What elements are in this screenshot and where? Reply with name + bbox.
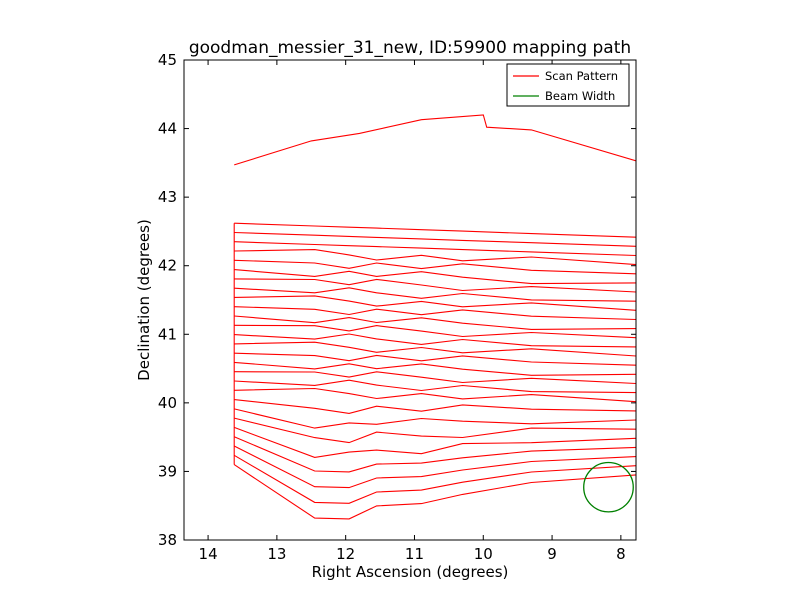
scan-line [233, 464, 636, 520]
y-tick-label: 43 [158, 188, 177, 206]
y-axis-ticks: 38 39 40 41 42 43 44 45 [158, 51, 636, 549]
x-tick-label: 9 [547, 545, 557, 563]
beam-width-circle [583, 461, 634, 513]
x-axis-label: Right Ascension (degrees) [312, 563, 509, 581]
x-tick-label: 14 [199, 545, 218, 563]
scan-line [234, 352, 636, 366]
x-tick-label: 10 [474, 545, 493, 563]
scan-line [234, 222, 636, 238]
scan-line [234, 287, 636, 302]
scan-line [233, 445, 636, 489]
scan-line [234, 399, 636, 414]
scan-line [234, 295, 636, 311]
y-tick-label: 41 [158, 325, 177, 343]
scan-line [234, 231, 636, 247]
plot-frame [183, 59, 637, 541]
scan-line [234, 426, 636, 458]
scan-line [233, 436, 636, 473]
x-tick-label: 13 [267, 545, 286, 563]
scan-line [234, 324, 636, 339]
y-tick-label: 38 [158, 531, 177, 549]
scan-line [234, 371, 636, 385]
scan-line [233, 454, 636, 504]
scan-line [234, 417, 636, 444]
legend: Scan Pattern Beam Width [506, 63, 630, 107]
legend-beam-width-label: Beam Width [545, 89, 615, 103]
y-tick-label: 42 [158, 257, 177, 275]
scan-line [234, 315, 636, 330]
scan-line [234, 408, 636, 429]
scan-line [234, 278, 636, 293]
chart-title: goodman_messier_31_new, ID:59900 mapping… [189, 38, 631, 58]
scan-line [234, 269, 636, 285]
scan-line [234, 379, 636, 394]
scan-line [234, 333, 636, 348]
scan-line [234, 259, 636, 275]
scan-line [234, 387, 636, 403]
x-tick-label: 11 [405, 545, 424, 563]
scan-line [234, 341, 636, 357]
beam-width-series [583, 461, 634, 513]
legend-box [506, 63, 630, 107]
y-tick-label: 44 [158, 120, 177, 138]
scan-line [234, 241, 636, 257]
scan-line [234, 249, 636, 266]
legend-scan-pattern-label: Scan Pattern [545, 69, 618, 83]
y-tick-label: 45 [158, 51, 177, 69]
x-axis-ticks: 14 13 12 11 10 9 8 [199, 60, 626, 563]
scan-pattern-series [233, 114, 636, 520]
scan-top-edge [234, 114, 636, 166]
scan-line [234, 306, 636, 321]
y-tick-label: 40 [158, 394, 177, 412]
y-axis-label: Declination (degrees) [135, 219, 153, 381]
scan-line [234, 361, 636, 376]
y-tick-label: 39 [158, 462, 177, 480]
x-tick-label: 12 [336, 545, 355, 563]
x-tick-label: 8 [616, 545, 626, 563]
